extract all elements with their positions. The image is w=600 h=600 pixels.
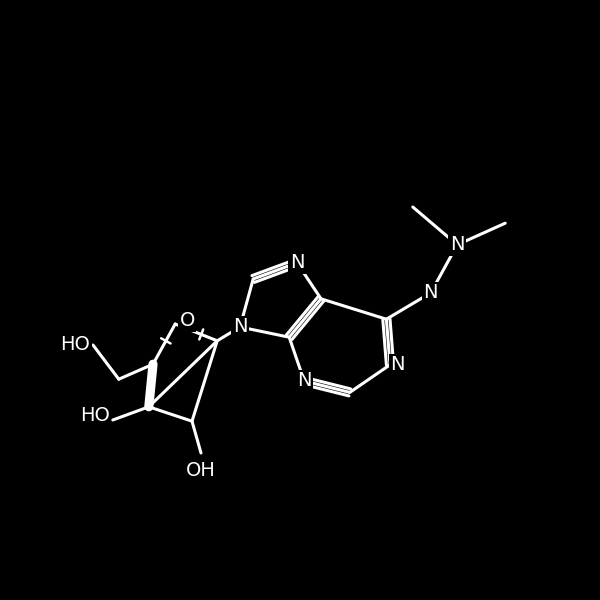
Text: O: O bbox=[179, 311, 195, 331]
Text: N: N bbox=[290, 253, 304, 272]
Text: HO: HO bbox=[60, 335, 90, 355]
Text: OH: OH bbox=[186, 461, 216, 481]
Text: N: N bbox=[450, 235, 464, 254]
Text: N: N bbox=[391, 355, 405, 374]
Text: HO: HO bbox=[80, 406, 110, 425]
Text: N: N bbox=[233, 317, 247, 337]
Text: N: N bbox=[297, 371, 311, 391]
Text: N: N bbox=[424, 283, 438, 302]
